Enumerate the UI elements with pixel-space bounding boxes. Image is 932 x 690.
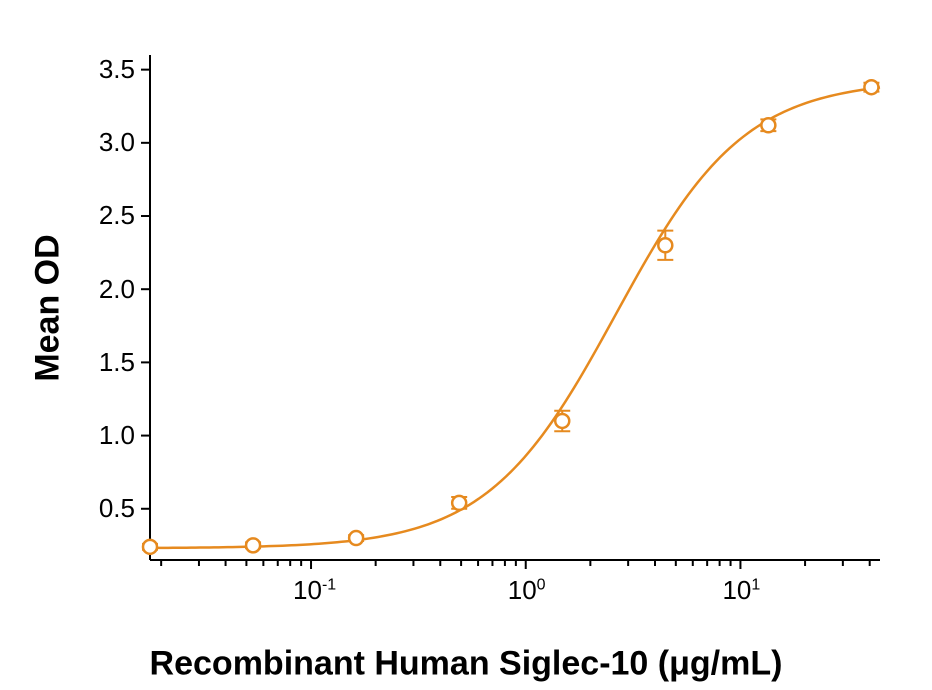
x-tick-label: 101 bbox=[722, 575, 760, 606]
chart-container: 0.5 1.0 1.5 2.0 2.5 3.0 3.5 10-1 100 101 Mean OD Re… bbox=[0, 0, 932, 690]
y-tick-label: 1.5 bbox=[99, 347, 135, 378]
y-axis-label: Mean OD bbox=[29, 234, 68, 381]
x-tick-label: 10-1 bbox=[293, 575, 336, 606]
y-tick-label: 2.5 bbox=[99, 200, 135, 231]
chart-svg bbox=[0, 0, 932, 690]
x-axis-label: Recombinant Human Siglec-10 (μg/mL) bbox=[150, 645, 783, 684]
y-tick-label: 3.0 bbox=[99, 127, 135, 158]
y-tick-label: 0.5 bbox=[99, 493, 135, 524]
x-tick-label: 100 bbox=[508, 575, 546, 606]
y-tick-label: 1.0 bbox=[99, 420, 135, 451]
y-tick-label: 2.0 bbox=[99, 274, 135, 305]
y-tick-label: 3.5 bbox=[99, 54, 135, 85]
